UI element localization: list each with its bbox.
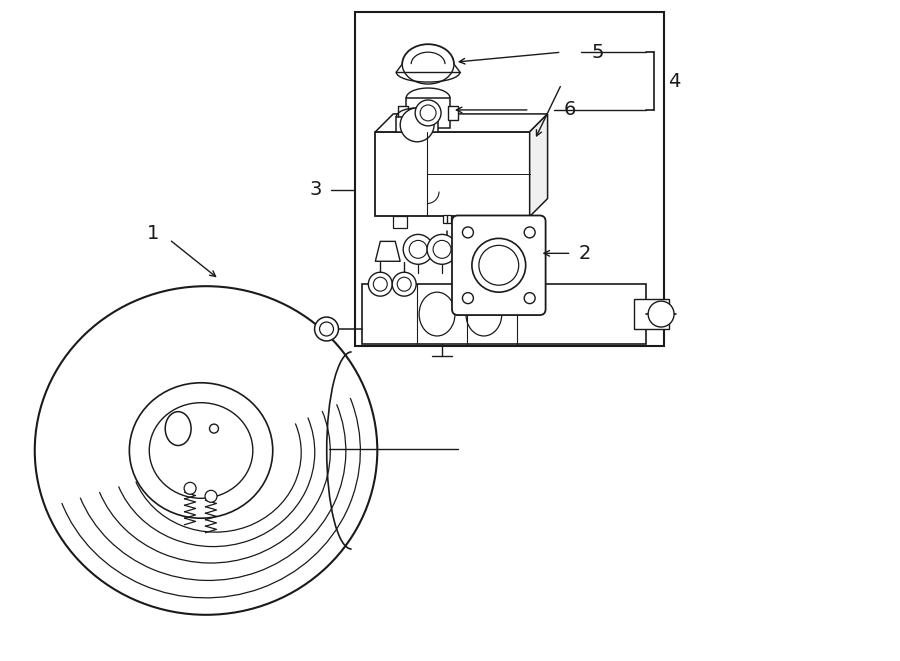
Circle shape <box>463 227 473 238</box>
Circle shape <box>315 317 338 341</box>
Bar <box>363 284 646 344</box>
Text: 2: 2 <box>578 244 590 263</box>
Circle shape <box>524 227 536 238</box>
FancyBboxPatch shape <box>452 215 545 315</box>
Circle shape <box>415 100 441 126</box>
Bar <box>393 217 407 229</box>
Bar <box>406 98 450 128</box>
Circle shape <box>397 277 411 291</box>
Circle shape <box>648 301 674 327</box>
Circle shape <box>420 105 436 121</box>
Text: 5: 5 <box>591 43 604 61</box>
Circle shape <box>479 245 518 285</box>
Bar <box>396 117 438 132</box>
Circle shape <box>374 277 387 291</box>
Circle shape <box>524 293 536 303</box>
Bar <box>443 215 451 223</box>
Text: 6: 6 <box>563 100 576 120</box>
Polygon shape <box>530 114 547 217</box>
Bar <box>498 217 512 229</box>
Circle shape <box>368 272 392 296</box>
Circle shape <box>428 235 457 264</box>
Bar <box>634 299 669 329</box>
Text: 1: 1 <box>147 224 159 243</box>
Bar <box>398 106 409 120</box>
Circle shape <box>400 108 434 142</box>
Ellipse shape <box>35 286 377 615</box>
Circle shape <box>410 241 427 258</box>
Polygon shape <box>375 114 547 132</box>
Ellipse shape <box>130 383 273 518</box>
Circle shape <box>472 239 526 292</box>
Circle shape <box>463 293 473 303</box>
Circle shape <box>433 241 451 258</box>
Bar <box>356 13 664 346</box>
Circle shape <box>403 235 433 264</box>
Circle shape <box>205 490 217 502</box>
Circle shape <box>210 424 219 433</box>
Text: 3: 3 <box>310 180 322 199</box>
Ellipse shape <box>166 412 191 446</box>
Circle shape <box>392 272 416 296</box>
Circle shape <box>320 322 334 336</box>
Circle shape <box>184 483 196 494</box>
Bar <box>375 132 530 217</box>
Bar <box>448 106 458 120</box>
Ellipse shape <box>149 403 253 498</box>
Text: 4: 4 <box>668 71 680 91</box>
Bar <box>443 241 451 249</box>
Polygon shape <box>375 241 401 261</box>
